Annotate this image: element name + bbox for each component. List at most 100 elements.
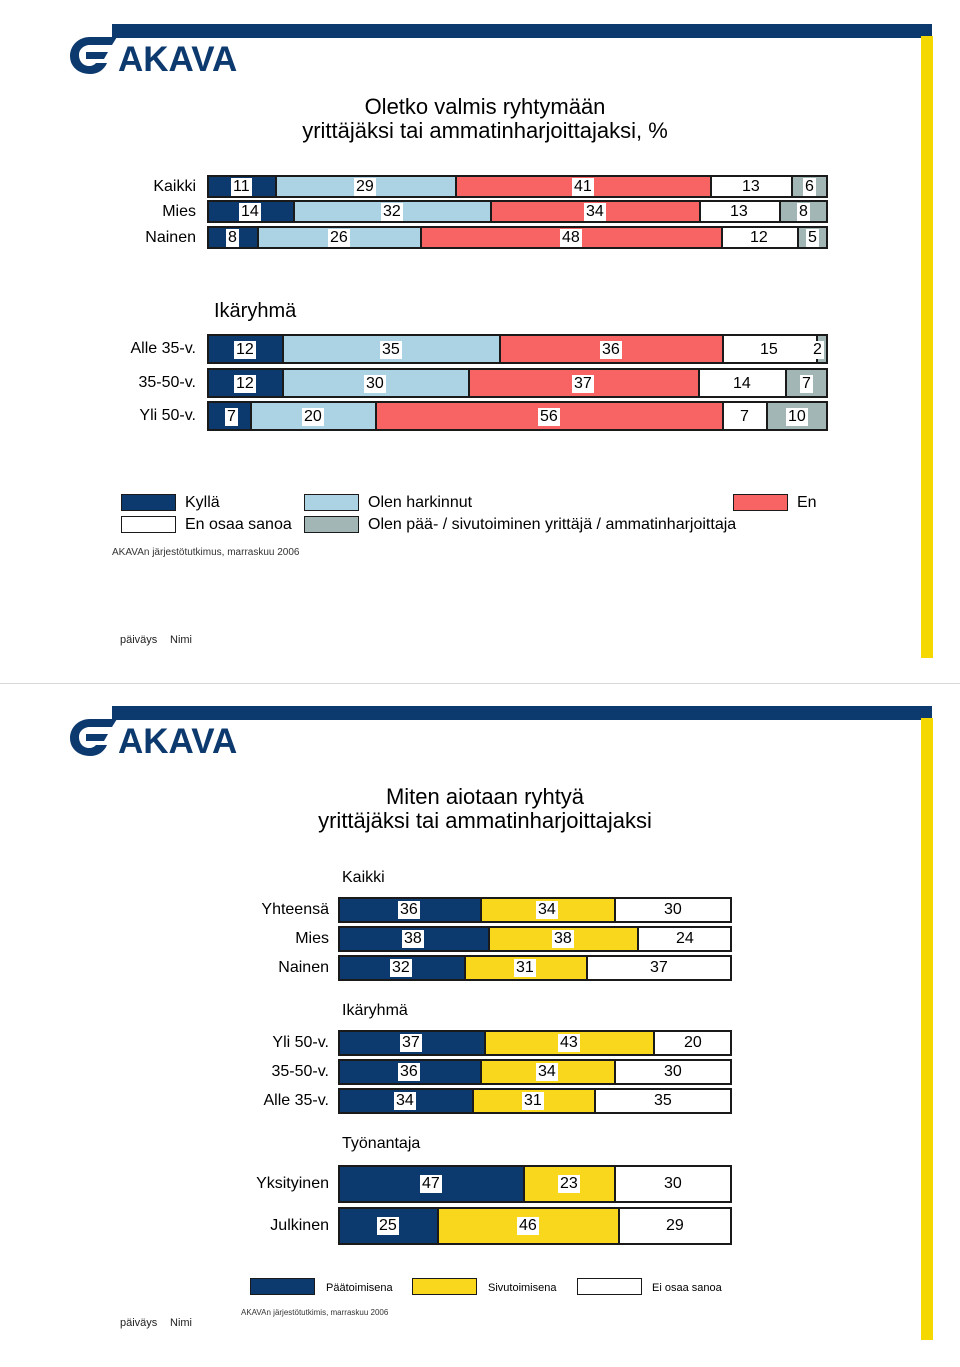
data-label: 37 (648, 959, 670, 977)
data-label: 48 (560, 229, 582, 247)
group-heading-tyonantaja: Työnantaja (342, 1135, 421, 1152)
legend-swatch-kylla (121, 494, 176, 511)
legend-label-yrittaja: Olen pää- / sivutoiminen yrittäjä / amma… (368, 516, 737, 533)
data-label: 5 (806, 229, 819, 247)
legend-swatch-en (733, 494, 788, 511)
legend-label-kylla: Kyllä (185, 494, 220, 511)
footer-date: päiväys (120, 634, 158, 646)
data-label: 11 (231, 178, 252, 196)
data-label: 31 (514, 959, 536, 977)
data-label: 20 (302, 408, 324, 426)
data-label: 7 (225, 408, 238, 426)
row-label-kaikki: Kaikki (153, 177, 196, 195)
top-accent-bar (112, 24, 932, 38)
legend-label-ei-osaa-sanoa: Ei osaa sanoa (652, 1282, 722, 1294)
chart-title-line-2: yrittäjäksi tai ammatinharjoittajaksi, % (302, 118, 668, 143)
data-label: 29 (664, 1217, 686, 1235)
group-heading-kaikki: Kaikki (342, 869, 385, 886)
data-label: 43 (558, 1034, 580, 1052)
data-label: 7 (800, 375, 813, 393)
chart-title-line-1: Oletko valmis ryhtymään (364, 94, 606, 119)
data-label: 38 (402, 930, 424, 948)
side-accent-bar (921, 36, 933, 658)
data-label: 37 (572, 375, 594, 393)
row-label-yhteens: Yhteensä (261, 901, 329, 918)
data-label: 56 (538, 408, 560, 426)
data-label: 12 (234, 375, 256, 393)
data-label: 29 (354, 178, 376, 196)
legend-swatch-en-osaa-sanoa (121, 516, 176, 533)
data-label: 15 (758, 341, 780, 359)
data-label: 26 (328, 229, 350, 247)
legend-swatch-yrittaja (304, 516, 359, 533)
data-label: 38 (552, 930, 574, 948)
footer-name: Nimi (170, 634, 192, 646)
chart-title: Oletko valmis ryhtymään yrittäjäksi tai … (100, 95, 870, 143)
akava-swirl-icon (70, 719, 117, 756)
data-label: 31 (522, 1092, 544, 1110)
source-note: AKAVAn järjestötutkimus, marraskuu 2006 (112, 547, 300, 558)
chart-title-line-2: yrittäjäksi tai ammatinharjoittajaksi (318, 808, 652, 833)
data-label: 30 (364, 375, 386, 393)
data-label: 23 (558, 1175, 580, 1193)
row-label-yli-50-v: Yli 50-v. (272, 1034, 329, 1051)
data-label: 36 (398, 901, 420, 919)
data-label: 30 (662, 1175, 684, 1193)
data-label: 34 (394, 1092, 416, 1110)
data-label: 34 (584, 203, 606, 221)
akava-logo: AKAVA (70, 719, 237, 760)
slide-divider (0, 683, 960, 684)
data-label: 25 (377, 1217, 399, 1235)
footer-date: päiväys (120, 1317, 158, 1329)
data-label: 8 (797, 203, 810, 221)
akava-logo: AKAVA (70, 37, 237, 78)
slide-2: AKAVA Miten aiotaan ryhtyä yrittäjäksi t… (0, 684, 960, 1364)
data-label: 12 (748, 229, 770, 247)
logo-wordmark: AKAVA (118, 722, 237, 760)
chart-title-line-1: Miten aiotaan ryhtyä (385, 784, 585, 809)
data-label: 32 (381, 203, 403, 221)
logo-wordmark: AKAVA (118, 40, 237, 78)
data-label: 12 (234, 341, 256, 359)
data-label: 6 (803, 178, 816, 196)
data-label: 8 (226, 229, 239, 247)
group-heading-ikaryhma: Ikäryhmä (342, 1002, 408, 1019)
data-label: 20 (682, 1034, 704, 1052)
row-label-mies: Mies (162, 202, 196, 220)
data-label: 34 (536, 901, 558, 919)
age-group-heading: Ikäryhmä (214, 300, 297, 322)
row-label-alle-35-v: Alle 35-v. (130, 340, 196, 357)
data-label: 32 (390, 959, 412, 977)
legend-swatch-sivutoimisena (412, 1278, 477, 1295)
data-label: 13 (740, 178, 762, 196)
footer-name: Nimi (170, 1317, 192, 1329)
data-label: 47 (420, 1175, 442, 1193)
data-label: 10 (786, 408, 808, 426)
data-label: 30 (662, 901, 684, 919)
legend-label-en-osaa-sanoa: En osaa sanoa (185, 516, 292, 533)
data-label: 30 (662, 1063, 684, 1081)
data-label: 7 (738, 408, 751, 426)
chart-title: Miten aiotaan ryhtyä yrittäjäksi tai amm… (100, 785, 870, 833)
row-label-35-50-v: 35-50-v. (271, 1063, 329, 1080)
data-label: 35 (380, 341, 402, 359)
bar-segment (523, 1165, 614, 1203)
legend-label-en: En (797, 494, 817, 511)
legend-label-sivutoimisena: Sivutoimisena (488, 1282, 557, 1294)
bar-segment (338, 1165, 523, 1203)
legend-swatch-olen-harkinnut (304, 494, 359, 511)
data-label: 24 (674, 930, 696, 948)
slide-1: AKAVA Oletko valmis ryhtymään yrittäjäks… (0, 0, 960, 680)
bar-segment (338, 1207, 437, 1245)
row-label-alle-35-v: Alle 35-v. (263, 1092, 329, 1109)
akava-swirl-icon (70, 37, 117, 74)
data-label: 37 (400, 1034, 422, 1052)
row-label-nainen: Nainen (145, 228, 196, 246)
data-label: 41 (572, 178, 594, 196)
row-label-yksityinen: Yksityinen (256, 1175, 329, 1192)
data-label: 13 (728, 203, 750, 221)
row-label-julkinen: Julkinen (270, 1217, 329, 1234)
data-label: 36 (398, 1063, 420, 1081)
bar-segment (250, 401, 375, 431)
data-label: 36 (600, 341, 622, 359)
